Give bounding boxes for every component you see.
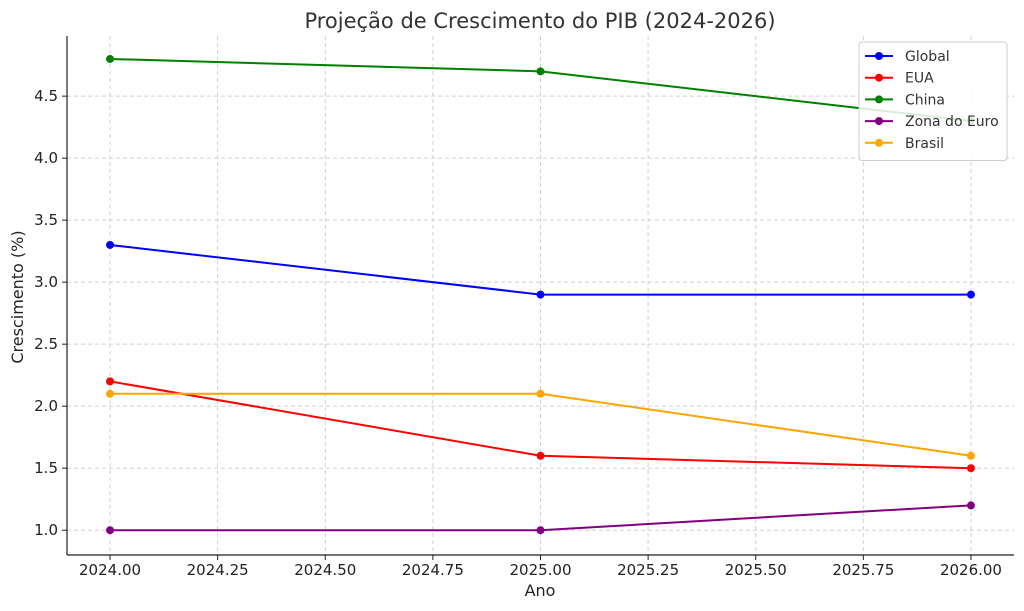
series-zona-do-euro (106, 501, 975, 535)
y-tick-label: 3.5 (34, 211, 58, 229)
legend-entry-china: China (865, 92, 945, 108)
x-tick-label: 2024.00 (79, 561, 141, 579)
data-point-zona-do-euro (966, 501, 975, 510)
x-tick-label: 2025.00 (509, 561, 571, 579)
series-brasil (106, 389, 975, 460)
x-tick-label: 2026.00 (940, 561, 1002, 579)
legend-entry-zona-do-euro: Zona do Euro (865, 114, 999, 130)
data-point-brasil (106, 389, 115, 398)
legend-swatch-marker (875, 138, 883, 147)
legend-swatch-marker (875, 95, 883, 104)
data-point-brasil (966, 451, 975, 460)
legend-swatch-marker (875, 117, 883, 126)
data-point-china (106, 54, 115, 63)
y-axis-label: Crescimento (%) (8, 230, 27, 363)
legend-swatch-marker (875, 52, 883, 60)
series-global (106, 240, 975, 299)
y-tick-label: 2.0 (34, 397, 58, 415)
y-tick-label: 1.0 (34, 521, 58, 539)
data-point-eua (966, 464, 975, 473)
x-tick-label: 2024.25 (187, 561, 249, 579)
axes: 2024.00 2024.25 2024.50 2024.75 2025.00 2025.… (34, 36, 1014, 579)
y-tick-label: 4.0 (34, 149, 58, 167)
legend: Global EUA China Zona do Euro Brasil (858, 41, 1008, 161)
data-point-zona-do-euro (106, 526, 115, 535)
data-point-eua (106, 377, 115, 386)
legend-entry-brasil: Brasil (865, 136, 944, 152)
x-tick-label: 2025.75 (832, 561, 894, 579)
data-point-china (536, 67, 545, 76)
data-point-global (536, 290, 545, 299)
legend-label: Global (905, 49, 950, 65)
y-tick-label: 3.0 (34, 273, 58, 291)
data-point-eua (536, 451, 545, 460)
x-tick-label: 2025.50 (725, 561, 787, 579)
y-tick-label: 1.5 (34, 459, 58, 477)
y-tick-label: 2.5 (34, 335, 58, 353)
data-point-global (106, 240, 115, 249)
x-tick-label: 2024.75 (402, 561, 464, 579)
legend-swatch-marker (875, 73, 883, 82)
data-point-global (966, 290, 975, 299)
x-axis-label: Ano (525, 581, 556, 600)
data-point-zona-do-euro (536, 526, 545, 535)
series-layer (106, 54, 975, 535)
x-tick-label: 2024.50 (294, 561, 356, 579)
legend-label: China (905, 92, 945, 108)
legend-entry-eua: EUA (865, 71, 934, 87)
legend-entry-global: Global (865, 49, 950, 65)
legend-label: Zona do Euro (905, 114, 999, 130)
y-tick-label: 4.5 (34, 87, 58, 105)
legend-label: Brasil (905, 136, 944, 152)
series-eua (106, 377, 975, 473)
x-tick-label: 2025.25 (617, 561, 679, 579)
legend-box (858, 41, 1008, 161)
legend-label: EUA (905, 71, 934, 87)
chart-title: Projeção de Crescimento do PIB (2024-202… (304, 9, 775, 33)
data-point-brasil (536, 389, 545, 398)
